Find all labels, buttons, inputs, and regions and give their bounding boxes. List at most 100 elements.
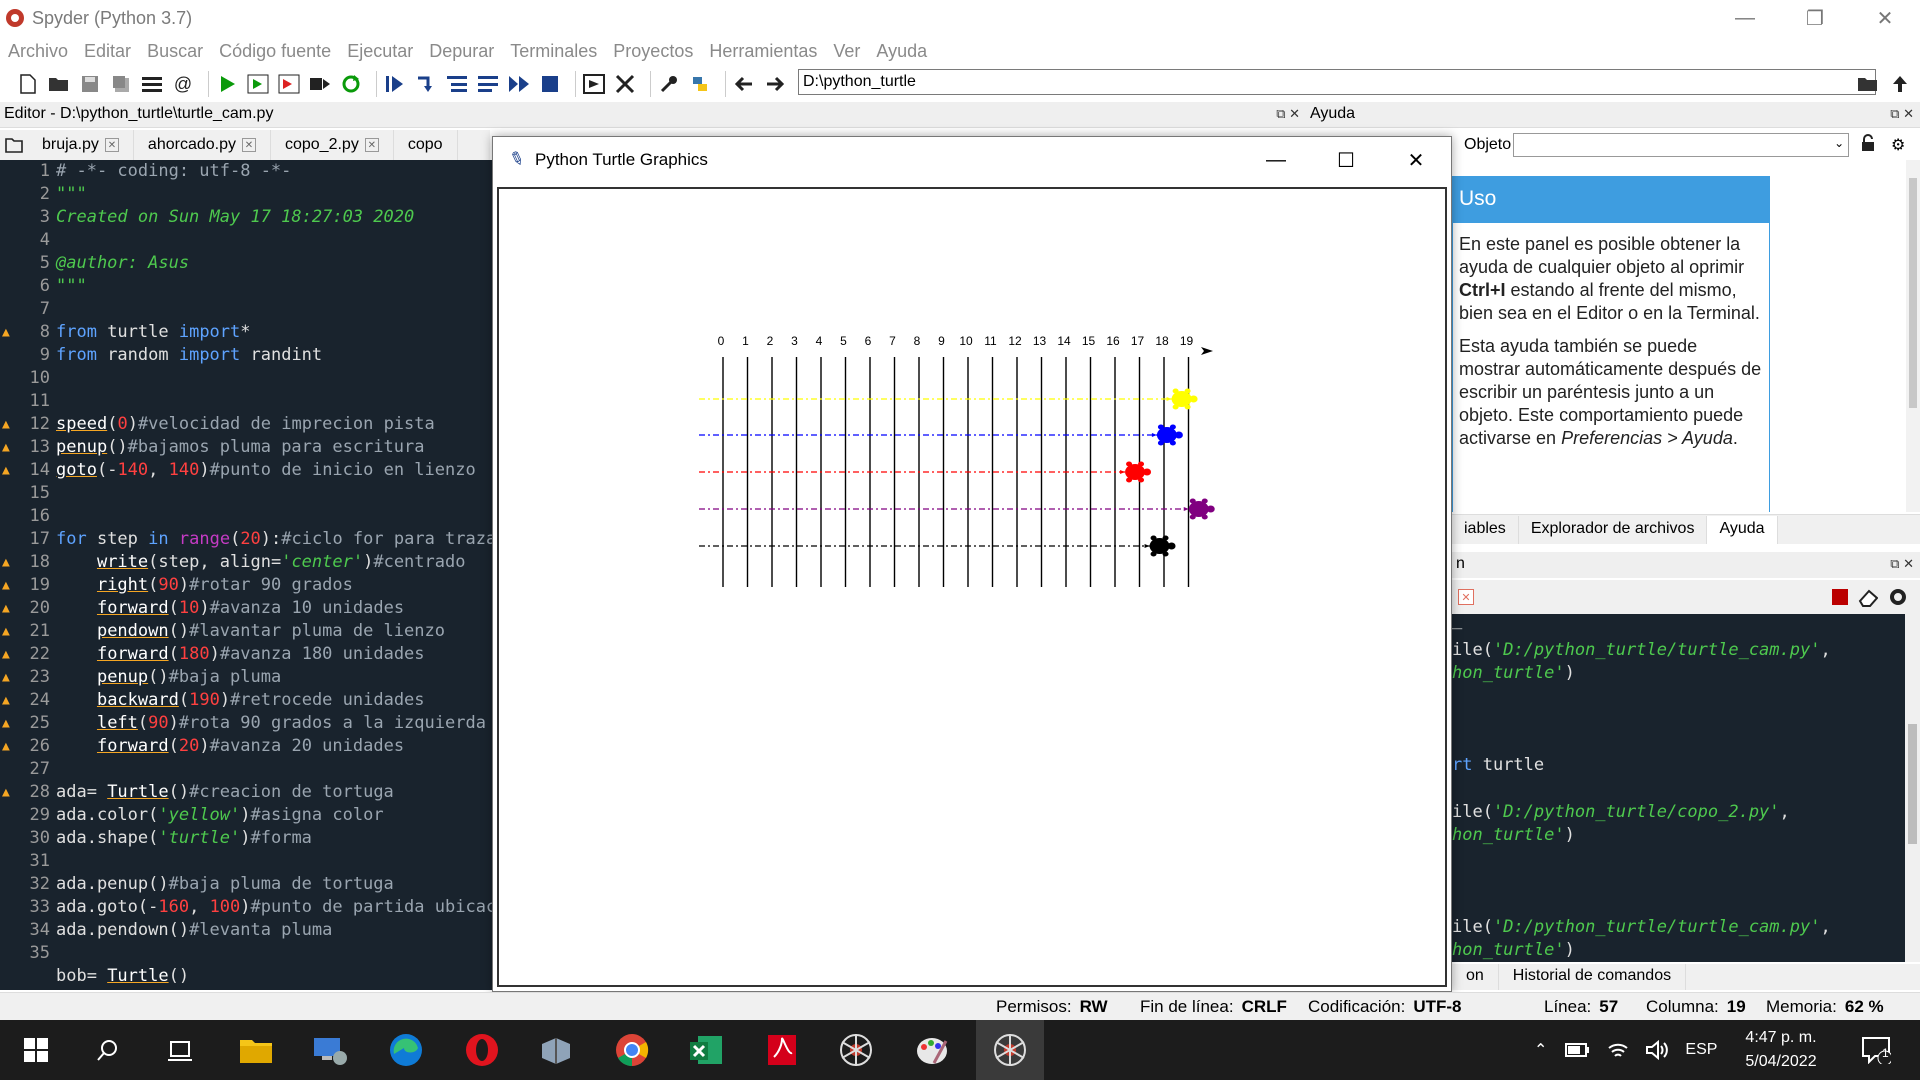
warning-icon[interactable]: ▲ bbox=[2, 716, 10, 731]
task-view-icon[interactable] bbox=[150, 1020, 210, 1080]
menu-ver[interactable]: Ver bbox=[833, 40, 861, 61]
browse-folder-icon[interactable] bbox=[1856, 72, 1880, 96]
battery-icon[interactable] bbox=[1565, 1042, 1590, 1058]
warning-icon[interactable]: ▲ bbox=[2, 670, 10, 685]
close-tab-icon[interactable]: ✕ bbox=[104, 138, 119, 152]
volume-icon[interactable] bbox=[1645, 1040, 1669, 1060]
chevron-down-icon[interactable]: ⌄ bbox=[1834, 136, 1845, 150]
run-cell-advance-icon[interactable] bbox=[277, 72, 301, 96]
opera-browser-icon[interactable] bbox=[452, 1020, 512, 1080]
rerun-icon[interactable] bbox=[339, 72, 363, 96]
warning-icon[interactable]: ▲ bbox=[2, 578, 10, 593]
start-button[interactable] bbox=[6, 1020, 66, 1080]
run-icon[interactable] bbox=[215, 72, 239, 96]
maximize-pane-icon[interactable] bbox=[582, 72, 606, 96]
turtle-minimize-button[interactable]: — bbox=[1266, 148, 1286, 171]
scrollbar-thumb[interactable] bbox=[1909, 178, 1917, 408]
object-search-input[interactable]: ⌄ bbox=[1513, 133, 1850, 157]
warning-icon[interactable]: ▲ bbox=[2, 624, 10, 639]
forward-arrow-icon[interactable] bbox=[763, 72, 787, 96]
chevron-up-icon[interactable]: ⌃ bbox=[1534, 1042, 1548, 1059]
menu-proyectos[interactable]: Proyectos bbox=[613, 40, 694, 61]
step-into-icon[interactable] bbox=[445, 72, 469, 96]
virtualbox-icon[interactable] bbox=[526, 1020, 586, 1080]
wifi-icon[interactable] bbox=[1607, 1040, 1629, 1060]
turtle-maximize-button[interactable]: ☐ bbox=[1337, 149, 1355, 172]
warning-icon[interactable]: ▲ bbox=[2, 647, 10, 662]
tab-variables[interactable]: iables bbox=[1452, 515, 1519, 544]
close-tab-icon[interactable]: ✕ bbox=[241, 138, 256, 152]
open-folder-icon[interactable] bbox=[47, 72, 71, 96]
new-file-icon[interactable] bbox=[16, 72, 40, 96]
editor-tab[interactable]: copo_2.py ✕ bbox=[271, 130, 394, 160]
editor-tab[interactable]: copo bbox=[394, 130, 458, 160]
restore-button[interactable]: ❐ bbox=[1806, 7, 1824, 30]
acrobat-icon[interactable] bbox=[752, 1020, 812, 1080]
back-arrow-icon[interactable] bbox=[732, 72, 756, 96]
debug-icon[interactable] bbox=[383, 72, 407, 96]
parent-directory-icon[interactable] bbox=[1888, 72, 1912, 96]
editor-tab[interactable]: bruja.py ✕ bbox=[28, 130, 134, 160]
remote-desktop-icon[interactable] bbox=[300, 1020, 360, 1080]
pane-undock-close-icon[interactable]: ⧉ ✕ bbox=[1890, 556, 1914, 571]
minimize-button[interactable]: — bbox=[1735, 6, 1755, 29]
warning-icon[interactable]: ▲ bbox=[2, 601, 10, 616]
continue-icon[interactable] bbox=[507, 72, 531, 96]
tab-console[interactable]: on bbox=[1452, 964, 1499, 990]
excel-icon[interactable] bbox=[676, 1020, 736, 1080]
tab-help[interactable]: Ayuda bbox=[1707, 515, 1778, 544]
menu-herramientas[interactable]: Herramientas bbox=[709, 40, 818, 61]
language-indicator[interactable]: ESP bbox=[1685, 1041, 1718, 1058]
pane-undock-close-icon[interactable]: ⧉ ✕ bbox=[1276, 106, 1300, 121]
menu-codigo-fuente[interactable]: Código fuente bbox=[219, 40, 332, 61]
pane-undock-close-icon[interactable]: ⧉ ✕ bbox=[1890, 106, 1914, 121]
save-all-icon[interactable] bbox=[109, 72, 133, 96]
warning-icon[interactable]: ▲ bbox=[2, 417, 10, 432]
warning-icon[interactable]: ▲ bbox=[2, 739, 10, 754]
edge-browser-icon[interactable] bbox=[376, 1020, 436, 1080]
stop-kernel-icon[interactable] bbox=[1830, 587, 1850, 607]
python-turtle-taskbar-icon[interactable] bbox=[976, 1020, 1044, 1080]
menu-buscar[interactable]: Buscar bbox=[147, 40, 204, 61]
paint-icon[interactable] bbox=[902, 1020, 962, 1080]
gear-icon[interactable] bbox=[1888, 587, 1908, 607]
menu-ayuda[interactable]: Ayuda bbox=[876, 40, 928, 61]
close-console-icon[interactable]: ✕ bbox=[1458, 589, 1474, 605]
ipython-console[interactable]: _ ile('D:/python_turtle/turtle_cam.py', … bbox=[1452, 614, 1905, 962]
warning-icon[interactable]: ▲ bbox=[2, 693, 10, 708]
eraser-icon[interactable] bbox=[1858, 587, 1878, 607]
chrome-icon[interactable] bbox=[602, 1020, 662, 1080]
file-explorer-icon[interactable] bbox=[226, 1020, 286, 1080]
warning-icon[interactable]: ▲ bbox=[2, 440, 10, 455]
close-tab-icon[interactable]: ✕ bbox=[364, 138, 379, 152]
menu-ejecutar[interactable]: Ejecutar bbox=[347, 40, 414, 61]
step-return-icon[interactable] bbox=[476, 72, 500, 96]
spyder-icon[interactable] bbox=[826, 1020, 886, 1080]
working-directory-input[interactable]: D:\python_turtle ⌄ bbox=[798, 69, 1876, 95]
clock[interactable]: 4:47 p. m. 5/04/2022 bbox=[1726, 1026, 1836, 1074]
warning-icon[interactable]: ▲ bbox=[2, 555, 10, 570]
preferences-wrench-icon[interactable] bbox=[657, 72, 681, 96]
python-path-icon[interactable] bbox=[688, 72, 712, 96]
run-selection-icon[interactable] bbox=[308, 72, 332, 96]
scrollbar-thumb[interactable] bbox=[1908, 724, 1917, 844]
list-icon[interactable] bbox=[140, 72, 164, 96]
menu-archivo[interactable]: Archivo bbox=[8, 40, 69, 61]
help-scrollbar[interactable] bbox=[1906, 160, 1920, 512]
code-editor[interactable]: 1 # -*- coding: utf-8 -*- 2 """ 3 Created on … bbox=[0, 160, 493, 990]
menu-editar[interactable]: Editar bbox=[84, 40, 132, 61]
browse-tabs-icon[interactable] bbox=[0, 130, 28, 160]
close-button[interactable]: ✕ bbox=[1876, 7, 1894, 30]
lock-icon[interactable] bbox=[1857, 133, 1879, 157]
fullscreen-icon[interactable] bbox=[613, 72, 637, 96]
menu-terminales[interactable]: Terminales bbox=[510, 40, 598, 61]
step-icon[interactable] bbox=[414, 72, 438, 96]
turtle-close-button[interactable]: ✕ bbox=[1407, 149, 1425, 172]
menu-depurar[interactable]: Depurar bbox=[429, 40, 495, 61]
gear-icon[interactable]: ⚙ bbox=[1890, 137, 1906, 154]
at-sign-icon[interactable]: @ bbox=[173, 73, 193, 94]
warning-icon[interactable]: ▲ bbox=[2, 325, 10, 340]
save-icon[interactable] bbox=[78, 72, 102, 96]
turtle-canvas[interactable]: 0 1 2 3 4 5 6 7 8 9 10 11 12 13 14 15 16 17 18 19 bbox=[497, 187, 1447, 987]
warning-icon[interactable]: ▲ bbox=[2, 463, 10, 478]
